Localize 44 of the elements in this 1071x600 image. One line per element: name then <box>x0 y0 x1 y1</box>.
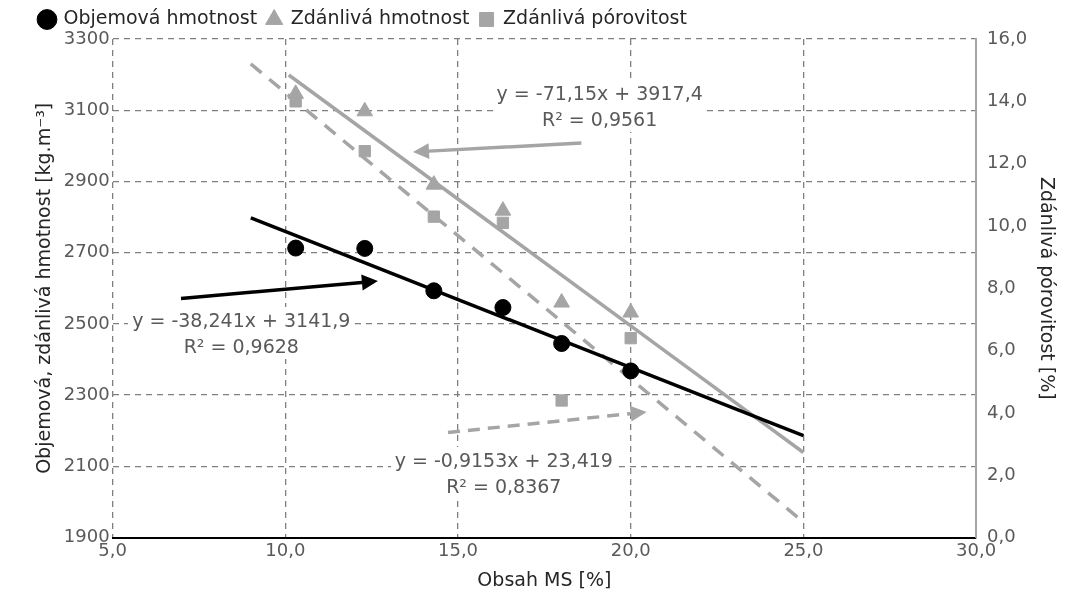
point <box>494 299 512 317</box>
point <box>555 394 568 407</box>
x-axis-title: Obsah MS [%] <box>477 567 612 590</box>
point <box>553 293 570 308</box>
y2-tick-label: 8,0 <box>987 275 1016 297</box>
y2-tick-label: 12,0 <box>987 151 1028 173</box>
y-tick-label: 2500 <box>63 311 110 333</box>
point <box>287 239 305 257</box>
x-tick-label: 25,0 <box>783 539 824 561</box>
point <box>622 362 640 380</box>
y-tick-label: 2300 <box>63 382 110 404</box>
y2-tick-label: 2,0 <box>987 462 1016 484</box>
point <box>356 101 374 117</box>
y-tick-label: 3100 <box>63 97 110 119</box>
point <box>624 332 637 345</box>
point <box>427 210 440 223</box>
x-tick-label: 15,0 <box>437 539 479 561</box>
y2-axis-title: Zdánlivá pórovitost [%] <box>1036 176 1059 400</box>
point <box>622 303 640 318</box>
annotation: y = -38,241x + 3141,9 R² = 0,9628 <box>128 306 355 359</box>
point <box>425 175 443 190</box>
y-axis-title: Objemová, zdánlivá hmotnost [kg.m⁻³] <box>32 102 55 474</box>
y2-tick-label: 14,0 <box>987 89 1028 110</box>
y2-tick-label: 4,0 <box>987 400 1016 422</box>
y-tick-label: 2900 <box>63 169 110 191</box>
point <box>356 239 374 257</box>
point <box>358 145 371 158</box>
annotation: y = -71,15x + 3917,4 R² = 0,9561 <box>492 80 707 133</box>
legend-label: Objemová hmotnost <box>63 6 258 29</box>
point <box>496 216 510 230</box>
legend-label: Zdánlivá hmotnost <box>290 6 470 29</box>
legend-label: Zdánlivá pórovitost <box>503 6 687 29</box>
point <box>553 335 571 352</box>
point <box>287 84 304 99</box>
annotation: y = -0,9153x + 23,419 R² = 0,8367 <box>390 446 617 499</box>
y-tick-label: 2700 <box>63 240 110 262</box>
y2-tick-label: 16,0 <box>987 26 1028 48</box>
y2-tick-label: 6,0 <box>987 338 1016 360</box>
y2-tick-label: 10,0 <box>987 213 1028 235</box>
point <box>494 201 512 216</box>
x-tick-label: 10,0 <box>265 539 306 561</box>
x-tick-label: 20,0 <box>610 539 651 561</box>
point <box>425 282 443 300</box>
y-tick-label: 2100 <box>63 454 110 476</box>
